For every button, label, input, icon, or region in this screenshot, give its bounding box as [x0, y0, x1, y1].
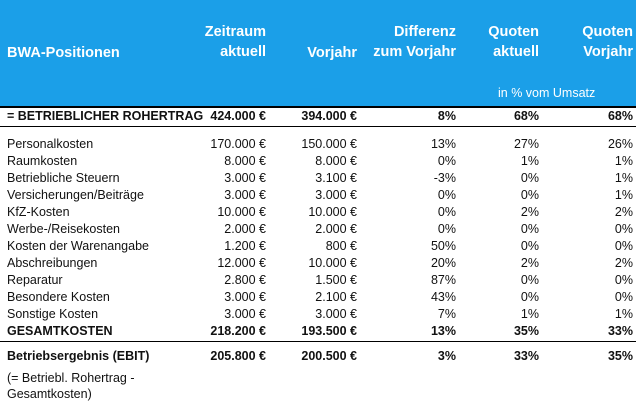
row-diff: 8% [437, 109, 456, 123]
table-row: Raumkosten 8.000 € 8.000 € 0% 1% 1% [7, 154, 633, 168]
header-differenz: Differenz zum Vorjahr [373, 24, 456, 60]
row-prior: 394.000 € [301, 109, 357, 123]
row-quote-prior: 35% [607, 349, 633, 363]
header-quoten-aktuell: Quoten aktuell [488, 24, 539, 60]
table-row: Besondere Kosten 3.000 € 2.100 € 43% 0% … [7, 290, 633, 304]
table-row: Personalkosten 170.000 € 150.000 € 13% 2… [7, 137, 633, 151]
table-row: Abschreibungen 12.000 € 10.000 € 20% 2% … [7, 256, 633, 270]
row-current: 205.800 € [210, 349, 266, 363]
row-label: Betriebsergebnis (EBIT) [7, 349, 150, 363]
row-diff: 13% [430, 324, 456, 338]
header-bwa-positionen: BWA-Positionen [7, 45, 120, 61]
row-current: 424.000 € [210, 109, 266, 123]
row-diff: 3% [437, 349, 456, 363]
table-row: Reparatur 2.800 € 1.500 € 87% 0% 0% [7, 273, 633, 287]
row-prior: 200.500 € [301, 349, 357, 363]
table-row: Sonstige Kosten 3.000 € 3.000 € 7% 1% 1% [7, 307, 633, 321]
divider [0, 106, 636, 108]
row-quote-current: 33% [513, 349, 539, 363]
row-prior: 193.500 € [301, 324, 357, 338]
header-zeitraum-aktuell: Zeitraum aktuell [204, 24, 266, 60]
table-row: Kosten der Warenangabe 1.200 € 800 € 50%… [7, 239, 633, 253]
row-quote-prior: 68% [607, 109, 633, 123]
divider [0, 126, 636, 127]
row-label: = BETRIEBLICHER ROHERTRAG [7, 109, 204, 123]
row-rohertrag: = BETRIEBLICHER ROHERTRAG 424.000 € 394.… [0, 108, 636, 125]
header-note-umsatz: in % vom Umsatz [498, 86, 596, 100]
row-quote-current: 68% [513, 109, 539, 123]
row-current: 218.200 € [210, 324, 266, 338]
table-row: Werbe-/Reisekosten 2.000 € 2.000 € 0% 0%… [7, 222, 633, 236]
row-quote-prior: 33% [607, 324, 633, 338]
row-ebit: Betriebsergebnis (EBIT) 205.800 € 200.50… [0, 348, 636, 365]
row-label: GESAMTKOSTEN [7, 324, 113, 338]
divider [0, 341, 636, 342]
row-gesamtkosten: GESAMTKOSTEN 218.200 € 193.500 € 13% 35%… [0, 323, 636, 340]
table-row: Versicherungen/Beiträge 3.000 € 3.000 € … [7, 188, 633, 202]
table-row: Betriebliche Steuern 3.000 € 3.100 € -3%… [7, 171, 633, 185]
table-row: KfZ-Kosten 10.000 € 10.000 € 0% 2% 2% [7, 205, 633, 219]
header-vorjahr: Vorjahr [307, 45, 357, 61]
row-quote-current: 35% [513, 324, 539, 338]
header-quoten-vorjahr: Quoten Vorjahr [582, 24, 633, 60]
table-header: BWA-Positionen Zeitraum aktuell Vorjahr … [0, 0, 636, 106]
footnote: (= Betriebl. Rohertrag - Gesamtkosten) [7, 371, 135, 401]
